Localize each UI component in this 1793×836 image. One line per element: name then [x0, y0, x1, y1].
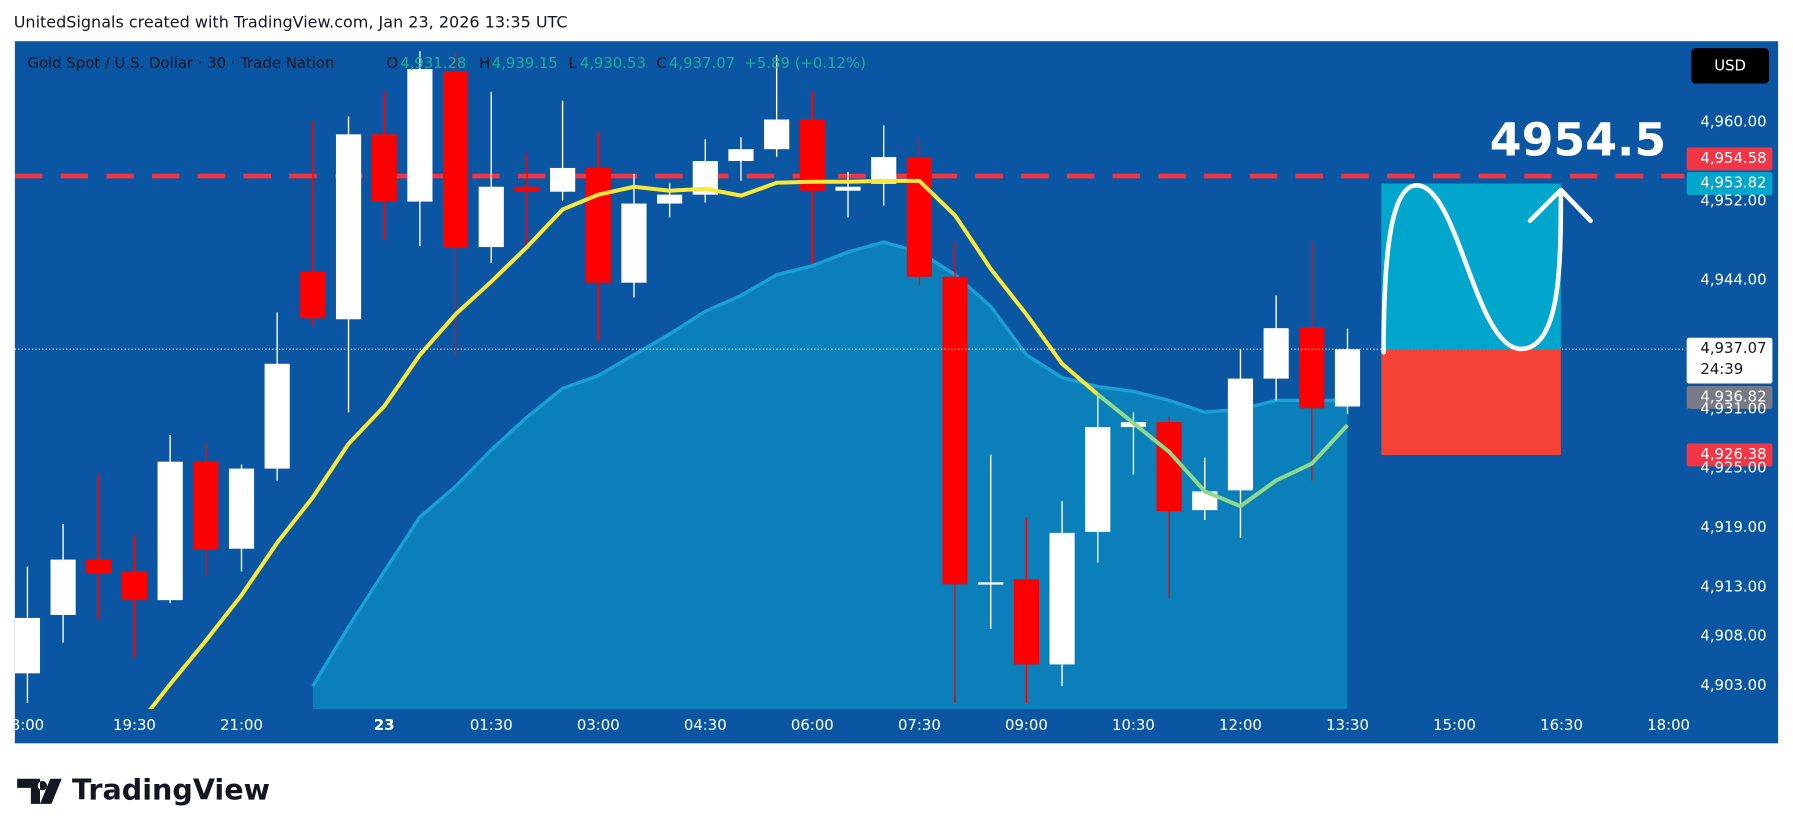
- candle-body: [978, 582, 1004, 585]
- drawing-curve: [1381, 183, 1564, 355]
- candle-body: [657, 194, 683, 204]
- x-tick-label: 06:00: [791, 716, 834, 734]
- x-tick-label: 8:00: [11, 716, 44, 734]
- y-tick-label: 4,960.00: [1700, 112, 1766, 130]
- price-label: 4,953.82: [1700, 174, 1766, 192]
- candle-body: [478, 186, 504, 248]
- y-tick-label: 4,908.00: [1700, 627, 1766, 645]
- candle-body: [1156, 422, 1182, 512]
- legend-key: H: [479, 54, 490, 72]
- legend-key: L: [568, 54, 577, 72]
- currency: USD: [1714, 56, 1746, 74]
- candle-body: [1013, 579, 1039, 665]
- y-tick-label: 4,919.00: [1700, 518, 1766, 536]
- x-tick-label: 04:30: [684, 716, 727, 734]
- candle-body: [407, 69, 433, 202]
- legend-key: O: [387, 54, 399, 72]
- legend-value: 4,930.53: [580, 54, 646, 72]
- price-label-box: [1686, 386, 1773, 409]
- logo-icon: [17, 778, 62, 804]
- drawing-arrow: [1527, 187, 1593, 224]
- candle-body: [1334, 349, 1361, 407]
- legend-value: 4,937.07: [669, 54, 735, 72]
- candle-body: [371, 134, 397, 202]
- x-tick-label: 19:30: [113, 716, 156, 734]
- candle-body: [442, 71, 469, 249]
- candle-body: [335, 134, 362, 320]
- candle-body: [1299, 327, 1325, 409]
- logo: TradingView: [17, 772, 270, 806]
- x-tick-label: 15:00: [1433, 716, 1476, 734]
- candle-body: [1085, 427, 1111, 532]
- candle-body: [728, 149, 754, 162]
- x-tick-label: 23: [374, 716, 395, 734]
- plot: [14, 51, 1685, 710]
- y-tick-label: 4,952.00: [1700, 192, 1766, 210]
- candle-body: [585, 167, 611, 283]
- price-label-box: [1686, 147, 1773, 171]
- price-label: 4,937.07: [1700, 339, 1766, 357]
- candle-body: [228, 468, 255, 549]
- legend-key: C: [656, 54, 666, 72]
- candle-body: [300, 271, 326, 319]
- x-tick-label: 07:30: [898, 716, 941, 734]
- header: UnitedSignals created with TradingView.c…: [14, 12, 568, 31]
- candle-body: [550, 167, 576, 192]
- x-tick-label: 10:30: [1112, 716, 1155, 734]
- candle-body: [193, 461, 219, 550]
- x-tick-label: 12:00: [1219, 716, 1262, 734]
- candle-body: [1049, 532, 1075, 665]
- candle-body: [514, 186, 540, 192]
- annotation: 4954.5: [1490, 113, 1666, 166]
- y-tick-label: 4,925.00: [1700, 459, 1766, 477]
- candle-body: [942, 276, 968, 585]
- area-line: [311, 240, 1348, 688]
- y-tick-label: 4,913.00: [1700, 577, 1766, 595]
- legend-symbol: Gold Spot / U.S. Dollar · 30 · Trade Nat…: [27, 54, 334, 72]
- legend-value: 4,931.28: [400, 54, 466, 72]
- area-fill: [312, 242, 1348, 710]
- candle-body: [1227, 378, 1254, 491]
- x-tick-label: 01:30: [470, 716, 513, 734]
- moving-average: [148, 178, 1100, 710]
- candle-body: [1263, 328, 1289, 379]
- x-tick-label: 13:30: [1326, 716, 1369, 734]
- price-label-box: [1686, 172, 1773, 196]
- candle-body: [906, 157, 932, 277]
- x-tick-label: 21:00: [220, 716, 263, 734]
- currency-button[interactable]: [1691, 48, 1769, 84]
- candle-body: [764, 119, 790, 150]
- price-label: 4,954.58: [1700, 149, 1766, 167]
- candle-body: [799, 119, 825, 191]
- price-label-box: [1686, 337, 1773, 384]
- legend-value: 4,939.15: [492, 54, 558, 72]
- moving-average: [1096, 392, 1349, 509]
- x-tick-label: 18:00: [1647, 716, 1690, 734]
- price-label: 4,926.38: [1700, 445, 1766, 463]
- y-tick-label: 4,944.00: [1700, 271, 1766, 289]
- legend-change: +5.89 (+0.12%): [744, 54, 866, 72]
- y-tick-label: 4,903.00: [1700, 676, 1766, 694]
- candle-body: [835, 186, 861, 191]
- x-tick-label: 03:00: [577, 716, 620, 734]
- price-label: 4,936.82: [1700, 387, 1766, 405]
- position-profit: [1381, 183, 1561, 350]
- candle-body: [121, 571, 148, 601]
- price-label-box: [1686, 443, 1773, 467]
- y-tick-label: 4,931.00: [1700, 399, 1766, 417]
- candle-body: [157, 461, 183, 601]
- candle-body: [86, 559, 112, 574]
- candle-body: [264, 363, 290, 469]
- x-tick-label: 16:30: [1540, 716, 1583, 734]
- position-loss: [1381, 349, 1561, 455]
- x-tick-label: 09:00: [1005, 716, 1048, 734]
- overlay: 4,954.584,953.824,937.0724:394,936.824,9…: [1381, 147, 1773, 467]
- candle-body: [621, 203, 647, 283]
- logo-text: TradingView: [72, 772, 270, 806]
- countdown: 24:39: [1700, 360, 1743, 378]
- candle-body: [50, 559, 76, 615]
- candle-body: [14, 617, 41, 674]
